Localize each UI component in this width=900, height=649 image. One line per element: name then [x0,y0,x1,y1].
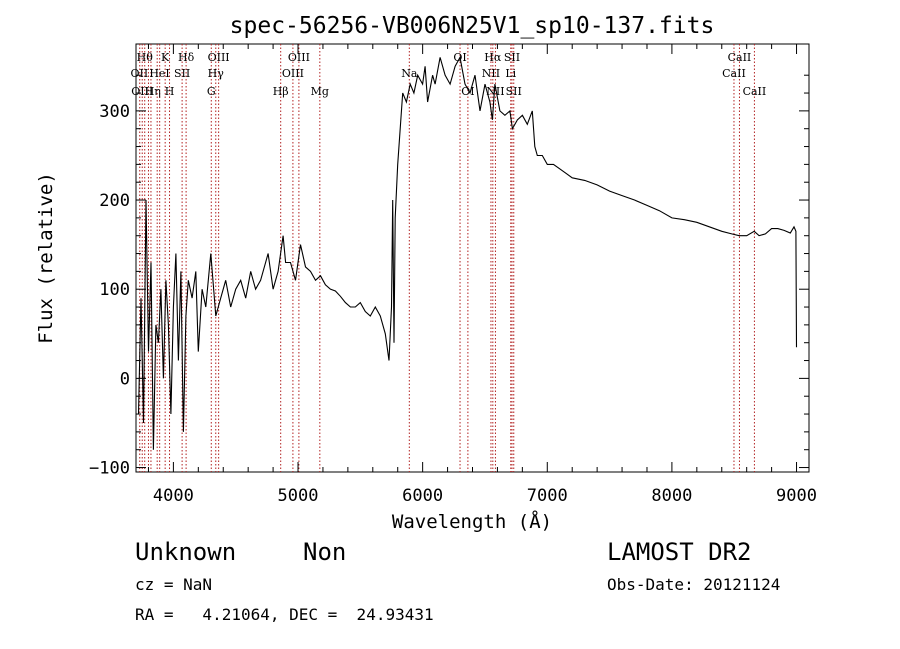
y-axis-label: Flux (relative) [35,172,57,344]
x-tick-label: 5000 [278,486,319,506]
spectral-line-label-23: NII [486,85,504,98]
x-tick-label: 8000 [651,486,692,506]
x-tick-label: 6000 [402,486,443,506]
y-tick-label: 300 [99,102,130,122]
object-subclass: Non [303,538,347,566]
spectral-line-label-1: K [161,51,170,64]
coordinates: RA = 4.21064, DEC = 24.93431 [135,605,434,624]
survey-name: LAMOST DR2 [607,538,752,566]
plot-frame [135,43,810,473]
spectral-line-label-3: OII [131,67,149,80]
spectral-line-label-7: Hη [145,85,161,98]
spectral-line-label-8: H [165,85,175,98]
spectral-line-label-4: HeI [149,67,169,80]
spectral-line-label-0: Hθ [137,51,154,64]
spectral-line-label-13: OIII [282,67,304,80]
spectral-line-label-26: CaII [722,67,746,80]
spectral-line-label-12: OIII [288,51,310,64]
spectral-line-label-2: Hδ [178,51,195,64]
x-tick-label: 4000 [153,486,194,506]
observation-date: Obs-Date: 20121124 [607,575,781,594]
y-tick-label: 100 [99,280,130,300]
redshift-value: cz = NaN [135,575,213,594]
spectral-line-label-5: SII [174,67,190,80]
y-axis-ticks: −100 0 100 200 300 [89,74,809,479]
spectral-line-label-19: Hα [484,51,502,64]
spectral-line-label-25: CaII [728,51,752,64]
chart-title: spec-56256-VB006N25V1_sp10-137.fits [230,13,715,39]
spectral-line-label-11: G [207,85,216,98]
spectral-line-label-27: CaII [743,85,767,98]
spectral-line-label-22: Li [505,67,516,80]
y-tick-label: 200 [99,191,130,211]
spectral-line-markers [139,44,755,472]
spectral-line-label-24: SII [506,85,522,98]
spectral-line-label-14: Hβ [273,85,289,98]
spectral-line-label-9: OIII [208,51,230,64]
spectral-line-label-16: Na [401,67,418,80]
spectral-line-label-20: SII [504,51,520,64]
spectral-line-label-10: Hγ [208,67,225,80]
y-tick-label: −100 [89,459,130,479]
spectral-line-label-18: OI [461,85,474,98]
spectrum-series-line [137,55,798,450]
x-tick-label: 9000 [776,486,817,506]
spectral-line-label-6: OIII [131,85,153,98]
spectral-line-label-15: Mg [311,85,329,98]
object-class: Unknown [135,538,237,566]
x-axis-label: Wavelength (Å) [392,510,552,533]
x-tick-label: 7000 [527,486,568,506]
x-axis-ticks: 4000 5000 6000 7000 8000 9000 [147,44,817,506]
spectral-line-label-21: NII [482,67,500,80]
y-tick-label: 0 [120,369,130,389]
